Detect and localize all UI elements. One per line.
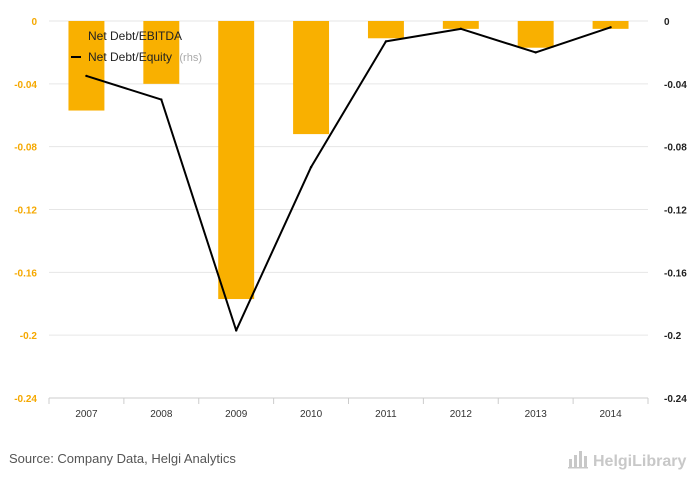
x-tick-label-2013: 2013 — [525, 409, 548, 420]
left-tick-label-6: -0.24 — [14, 394, 37, 405]
left-tick-label-4: -0.16 — [14, 268, 37, 279]
right-tick-label-3: -0.12 — [664, 206, 687, 217]
left-tick-label-5: -0.2 — [20, 331, 38, 342]
right-axis-ticks: 0 -0.04 -0.08 -0.12 -0.16 -0.2 -0.24 — [664, 17, 687, 405]
bar-2010 — [293, 21, 330, 135]
bar-series-net-debt-ebitda — [68, 21, 629, 300]
x-axis-ticks: 2007 2008 2009 2010 2011 2012 2013 2014 — [75, 409, 622, 420]
bar-2007 — [68, 21, 105, 111]
bar-2014 — [592, 21, 629, 29]
legend-label-ebitda: Net Debt/EBITDA — [88, 29, 182, 43]
legend-label-equity: Net Debt/Equity — [88, 50, 172, 64]
x-tick-label-2011: 2011 — [375, 409, 397, 420]
helgi-library-logo[interactable]: HelgiLibrary — [568, 451, 686, 470]
right-tick-label-0: 0 — [664, 17, 670, 28]
line-point-2012 — [459, 27, 463, 31]
line-point-2010 — [309, 165, 313, 169]
line-point-2013 — [534, 51, 537, 54]
right-tick-label-2: -0.08 — [664, 143, 687, 154]
legend[interactable]: Net Debt/EBITDA Net Debt/Equity (rhs) — [71, 29, 202, 64]
legend-item-ebitda[interactable]: Net Debt/EBITDA — [88, 29, 182, 43]
x-tick-label-2008: 2008 — [150, 409, 173, 420]
line-point-2007 — [85, 74, 88, 78]
bars-chart-icon — [568, 451, 588, 469]
x-tick-label-2010: 2010 — [300, 409, 323, 420]
bar-2012 — [442, 21, 479, 29]
right-tick-label-6: -0.24 — [664, 394, 687, 405]
x-tick-label-2007: 2007 — [75, 409, 98, 420]
source-text: Source: Company Data, Helgi Analytics — [9, 451, 236, 466]
grid-lines — [48, 20, 649, 404]
line-point-2014 — [609, 26, 612, 29]
bar-2011 — [367, 21, 404, 39]
brand-name: HelgiLibrary — [593, 453, 686, 470]
x-tick-label-2012: 2012 — [450, 409, 473, 420]
left-tick-label-2: -0.08 — [14, 143, 37, 154]
line-point-2008 — [160, 98, 163, 101]
right-tick-label-4: -0.16 — [664, 268, 687, 279]
left-axis-ticks: 0 -0.04 -0.08 -0.12 -0.16 -0.2 -0.24 — [14, 17, 37, 405]
left-tick-label-3: -0.12 — [14, 206, 37, 217]
left-tick-label-1: -0.04 — [14, 80, 37, 91]
right-tick-label-5: -0.2 — [664, 331, 682, 342]
legend-item-equity[interactable]: Net Debt/Equity (rhs) — [71, 50, 202, 64]
x-tick-label-2014: 2014 — [599, 409, 622, 420]
x-tick-label-2009: 2009 — [225, 409, 248, 420]
legend-label-rhs: (rhs) — [179, 52, 202, 64]
bar-2013 — [517, 21, 554, 48]
right-tick-label-1: -0.04 — [664, 80, 687, 91]
line-series-net-debt-equity — [85, 26, 612, 332]
line-point-2009 — [234, 329, 238, 332]
line-point-2011 — [384, 40, 388, 43]
left-tick-label-0: 0 — [31, 17, 37, 28]
svg-text:Net Debt/Equity (rhs): Net Debt/Equity (rhs) — [88, 50, 202, 64]
bar-2008 — [143, 21, 180, 84]
bar-2009 — [218, 21, 255, 300]
line-path — [86, 26, 611, 332]
